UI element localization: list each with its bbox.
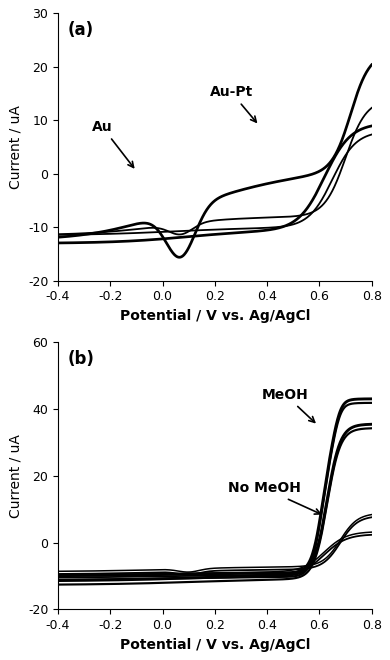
Text: No MeOH: No MeOH	[228, 481, 321, 514]
Text: (a): (a)	[67, 21, 94, 40]
Text: MeOH: MeOH	[262, 388, 315, 422]
Text: (b): (b)	[67, 350, 94, 368]
Text: Au: Au	[92, 120, 133, 168]
Text: Au-Pt: Au-Pt	[209, 85, 256, 122]
X-axis label: Potential / V vs. Ag/AgCl: Potential / V vs. Ag/AgCl	[120, 309, 310, 323]
Y-axis label: Current / uA: Current / uA	[8, 434, 22, 517]
Y-axis label: Current / uA: Current / uA	[8, 105, 22, 189]
X-axis label: Potential / V vs. Ag/AgCl: Potential / V vs. Ag/AgCl	[120, 638, 310, 651]
